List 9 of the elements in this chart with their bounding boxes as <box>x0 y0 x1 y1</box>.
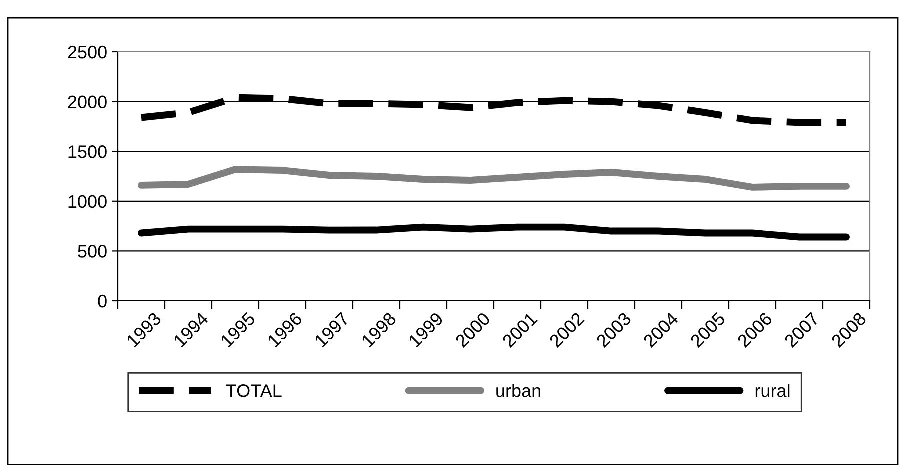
legend-label: rural <box>756 384 790 398</box>
y-tick-label: 2500 <box>68 46 107 59</box>
y-tick-label: 1500 <box>68 146 107 158</box>
y-tick-label: 0 <box>98 294 107 308</box>
y-tick-label: 2000 <box>68 96 107 109</box>
legend-label: TOTAL <box>226 384 282 398</box>
y-tick-label: 500 <box>78 245 107 258</box>
y-tick-label: 1000 <box>68 195 107 208</box>
legend-label: urban <box>496 384 540 398</box>
